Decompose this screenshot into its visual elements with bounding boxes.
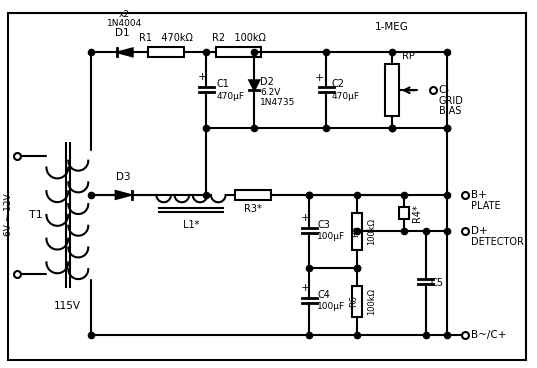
Text: 1N4004: 1N4004 [107, 20, 142, 28]
Text: 6V ~ 12V: 6V ~ 12V [4, 194, 13, 236]
Text: DETECTOR: DETECTOR [471, 237, 524, 247]
Text: C2: C2 [331, 79, 344, 89]
Text: +: + [301, 213, 310, 223]
Text: R5: R5 [352, 225, 360, 237]
Text: 115V: 115V [54, 301, 81, 311]
Text: BIAS: BIAS [439, 106, 461, 116]
Text: C5: C5 [431, 278, 444, 288]
Text: R2   100kΩ: R2 100kΩ [212, 33, 266, 43]
Text: x2: x2 [119, 10, 130, 20]
Text: T1: T1 [29, 210, 43, 220]
Text: GRID: GRID [439, 96, 463, 106]
Text: 100μF: 100μF [317, 302, 345, 311]
Polygon shape [249, 80, 259, 90]
Text: C-: C- [439, 85, 450, 95]
Bar [216, 47, 262, 57]
Bar [385, 64, 399, 116]
Text: 470μF: 470μF [216, 92, 244, 101]
Text: +: + [198, 72, 207, 82]
Text: 470μF: 470μF [331, 92, 359, 101]
Text: 6.2V: 6.2V [260, 88, 281, 97]
Text: 1-MEG: 1-MEG [375, 22, 409, 32]
Text: B+: B+ [471, 190, 487, 200]
Text: RP: RP [402, 52, 415, 61]
Bar [148, 47, 185, 57]
Polygon shape [115, 191, 130, 199]
Text: +: + [315, 73, 324, 83]
Text: D3: D3 [117, 172, 131, 182]
Text: R3*: R3* [244, 204, 262, 214]
Text: R4*: R4* [412, 204, 422, 222]
Text: PLATE: PLATE [471, 201, 500, 211]
Polygon shape [118, 48, 133, 56]
Text: B~/C+: B~/C+ [471, 330, 506, 340]
Text: +: + [301, 283, 310, 293]
Text: C3: C3 [317, 220, 330, 230]
Text: C1: C1 [216, 79, 229, 89]
Bar [235, 190, 271, 200]
Text: C4: C4 [317, 290, 330, 300]
Text: 1N4735: 1N4735 [260, 98, 296, 107]
Text: D2: D2 [260, 77, 274, 87]
Bar [352, 213, 362, 250]
Text: R6: R6 [350, 295, 359, 307]
Text: 100kΩ: 100kΩ [367, 288, 376, 315]
Text: R1   470kΩ: R1 470kΩ [139, 33, 193, 43]
Bar [352, 286, 362, 316]
Text: 100kΩ: 100kΩ [367, 218, 376, 245]
Text: D1: D1 [115, 28, 130, 38]
Text: L1*: L1* [183, 220, 199, 230]
Text: D+: D+ [471, 226, 487, 236]
Bar [399, 207, 409, 219]
Text: 100μF: 100μF [317, 232, 345, 241]
